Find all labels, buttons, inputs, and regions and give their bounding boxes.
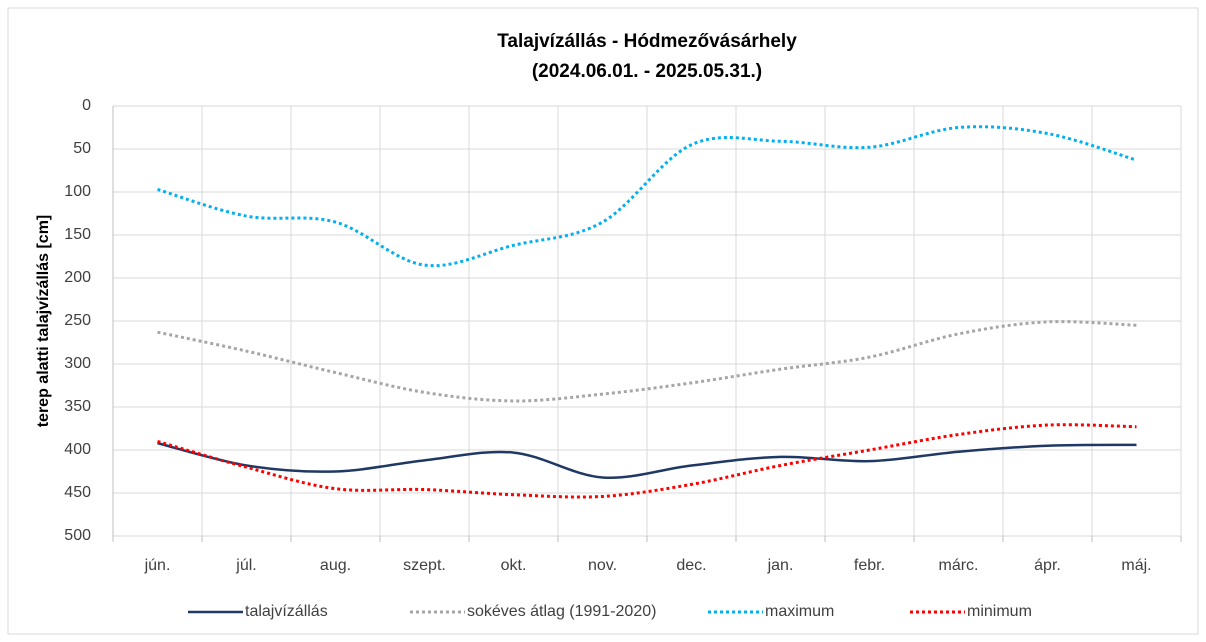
x-tick-label: jan.: [767, 557, 794, 574]
y-tick-label: 300: [64, 355, 91, 372]
x-tick-label: dec.: [676, 557, 706, 574]
x-tick-label: máj.: [1121, 557, 1151, 574]
x-tick-label: jún.: [144, 557, 171, 574]
x-tick-label: nov.: [588, 557, 617, 574]
x-tick-label: okt.: [501, 557, 527, 574]
chart-title: Talajvízállás - Hódmezővásárhely: [497, 31, 797, 52]
y-tick-label: 200: [64, 269, 91, 286]
y-axis-label: terep alatti talajvízállás [cm]: [35, 215, 52, 428]
x-tick-label: szept.: [403, 557, 446, 574]
y-tick-label: 50: [73, 140, 91, 157]
x-tick-label: ápr.: [1034, 557, 1061, 574]
y-tick-label: 100: [64, 183, 91, 200]
y-tick-label: 350: [64, 398, 91, 415]
series-line: [157, 320, 1137, 403]
legend-label: sokéves átlag (1991-2020): [467, 603, 656, 620]
x-tick-label: márc.: [939, 557, 979, 574]
y-tick-label: 500: [64, 527, 91, 544]
x-tick-label: febr.: [854, 557, 885, 574]
series-line: [157, 441, 1137, 480]
y-tick-label: 400: [64, 441, 91, 458]
y-tick-label: 0: [82, 97, 91, 114]
chart-subtitle: (2024.06.01. - 2025.05.31.): [532, 61, 762, 82]
y-tick-label: 450: [64, 484, 91, 501]
legend-label: maximum: [765, 603, 834, 620]
legend-label: minimum: [967, 603, 1032, 620]
legend-label: talajvízállás: [245, 603, 328, 620]
x-tick-label: júl.: [235, 557, 256, 574]
series-line: [157, 423, 1137, 499]
y-tick-label: 250: [64, 312, 91, 329]
x-tick-label: aug.: [320, 557, 351, 574]
series-line: [157, 125, 1137, 268]
y-tick-label: 150: [64, 226, 91, 243]
